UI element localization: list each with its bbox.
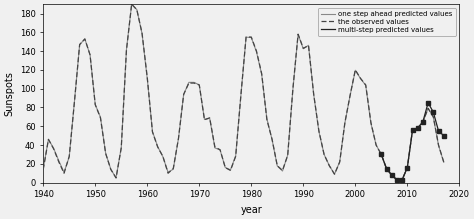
multi-step predicted values [399, 178, 405, 181]
one step ahead predicted values [129, 3, 135, 5]
the observed values [66, 155, 72, 158]
multi-step predicted values [425, 101, 431, 104]
the observed values [40, 168, 46, 171]
one step ahead predicted values [441, 161, 447, 164]
the observed values [176, 137, 182, 140]
one step ahead predicted values [394, 179, 400, 182]
one step ahead predicted values [176, 137, 182, 140]
multi-step predicted values [378, 153, 384, 156]
Line: multi-step predicted values: multi-step predicted values [381, 103, 444, 180]
multi-step predicted values [383, 167, 389, 170]
X-axis label: year: year [240, 205, 262, 215]
multi-step predicted values [420, 120, 426, 123]
multi-step predicted values [404, 166, 410, 169]
multi-step predicted values [389, 174, 394, 177]
Y-axis label: Sunspots: Sunspots [4, 71, 14, 116]
the observed values [394, 178, 400, 181]
the observed values [441, 161, 447, 163]
the observed values [129, 3, 135, 5]
the observed values [248, 36, 254, 38]
one step ahead predicted values [66, 155, 72, 158]
Line: one step ahead predicted values: one step ahead predicted values [43, 4, 444, 180]
multi-step predicted values [394, 178, 400, 181]
multi-step predicted values [430, 111, 436, 113]
the observed values [217, 148, 223, 151]
one step ahead predicted values [108, 168, 114, 171]
multi-step predicted values [415, 127, 420, 129]
Legend: one step ahead predicted values, the observed values, multi-step predicted value: one step ahead predicted values, the obs… [318, 8, 456, 36]
multi-step predicted values [410, 129, 415, 131]
one step ahead predicted values [217, 149, 223, 151]
Line: the observed values: the observed values [43, 4, 444, 180]
the observed values [108, 168, 114, 171]
multi-step predicted values [436, 130, 441, 132]
one step ahead predicted values [40, 167, 46, 170]
one step ahead predicted values [248, 36, 254, 39]
multi-step predicted values [441, 134, 447, 137]
one step ahead predicted values [332, 173, 337, 175]
the observed values [332, 173, 337, 175]
